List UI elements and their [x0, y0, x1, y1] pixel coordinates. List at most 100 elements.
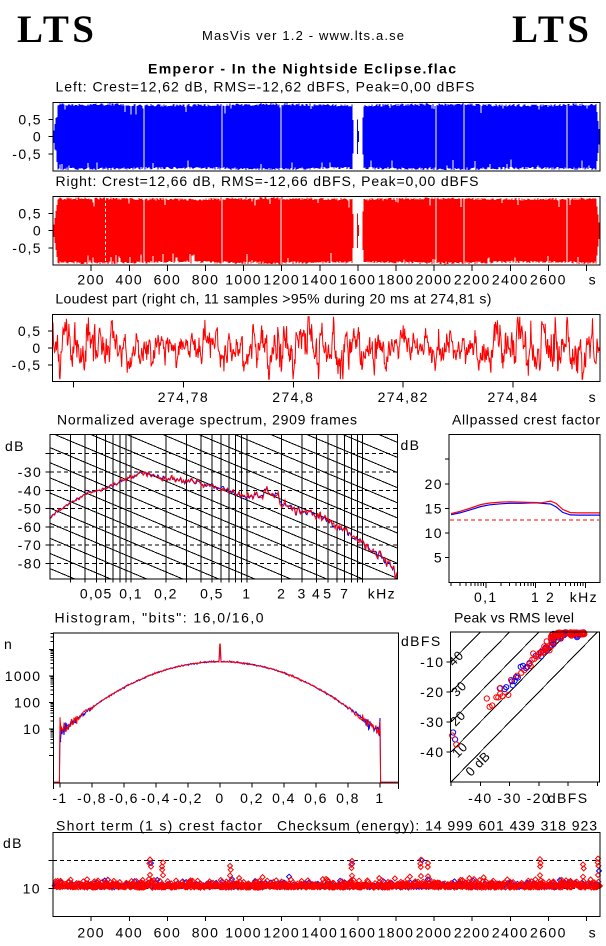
svg-text:0,2: 0,2 — [154, 585, 178, 601]
svg-text:-50: -50 — [18, 501, 42, 517]
svg-text:Peak vs RMS level: Peak vs RMS level — [454, 610, 574, 626]
svg-text:0,5: 0,5 — [200, 585, 224, 601]
svg-text:0: 0 — [33, 129, 42, 145]
svg-text:-0,4: -0,4 — [141, 790, 171, 806]
svg-text:600: 600 — [154, 925, 182, 941]
svg-text:Short term (1 s) crest factor: Short term (1 s) crest factor — [56, 818, 262, 834]
svg-text:-30: -30 — [497, 790, 521, 806]
svg-text:-1: -1 — [52, 790, 67, 806]
svg-text:2000: 2000 — [416, 925, 453, 941]
svg-text:2000: 2000 — [416, 272, 453, 288]
svg-text:10: 10 — [23, 880, 41, 896]
svg-text:dB: dB — [3, 835, 23, 851]
svg-text:2600: 2600 — [530, 925, 567, 941]
svg-text:200: 200 — [77, 925, 105, 941]
svg-text:Emperor - In the Nightside Ecl: Emperor - In the Nightside Eclipse.flac — [148, 61, 456, 77]
svg-text:0: 0 — [32, 340, 41, 356]
svg-text:10: 10 — [425, 525, 443, 541]
svg-text:1200: 1200 — [263, 925, 300, 941]
svg-text:800: 800 — [192, 925, 220, 941]
svg-text:800: 800 — [192, 272, 220, 288]
svg-text:0,4: 0,4 — [272, 790, 296, 806]
svg-text:-40: -40 — [18, 482, 42, 498]
svg-text:Allpassed crest factor: Allpassed crest factor — [452, 412, 600, 428]
svg-text:LTS: LTS — [17, 8, 94, 51]
svg-text:0,8: 0,8 — [336, 790, 360, 806]
svg-text:-0,2: -0,2 — [173, 790, 203, 806]
svg-text:400: 400 — [116, 925, 144, 941]
svg-text:-0,5: -0,5 — [12, 357, 42, 373]
svg-text:15: 15 — [425, 501, 443, 517]
svg-text:0,5: 0,5 — [18, 323, 42, 339]
svg-text:100: 100 — [14, 695, 42, 711]
svg-text:Checksum (energy): 14 999 601: Checksum (energy): 14 999 601 439 318 92… — [277, 818, 597, 834]
svg-text:2400: 2400 — [492, 272, 529, 288]
svg-text:274,78: 274,78 — [158, 389, 209, 405]
svg-text:274,8: 274,8 — [272, 389, 314, 405]
svg-text:-40: -40 — [468, 790, 492, 806]
svg-text:2: 2 — [277, 585, 286, 601]
svg-text:-80: -80 — [18, 556, 42, 572]
svg-text:Right: Crest=12,66 dB, RMS=-12: Right: Crest=12,66 dB, RMS=-12,66 dBFS, … — [56, 173, 479, 189]
svg-text:Left: Crest=12,62 dB, RMS=-12,: Left: Crest=12,62 dB, RMS=-12,62 dBFS, P… — [56, 79, 475, 95]
svg-text:1: 1 — [242, 585, 251, 601]
svg-text:dBFS: dBFS — [548, 790, 589, 806]
svg-text:s: s — [589, 272, 597, 288]
svg-text:1800: 1800 — [378, 925, 415, 941]
svg-text:s: s — [589, 389, 597, 405]
svg-text:0: 0 — [215, 790, 224, 806]
svg-text:5: 5 — [323, 585, 332, 601]
svg-text:-30: -30 — [420, 714, 444, 730]
svg-text:0: 0 — [33, 223, 42, 239]
svg-text:5: 5 — [434, 550, 443, 566]
svg-text:-20: -20 — [420, 684, 444, 700]
svg-text:2600: 2600 — [530, 272, 567, 288]
svg-text:dB: dB — [5, 438, 25, 454]
svg-text:1600: 1600 — [340, 925, 377, 941]
svg-text:3: 3 — [298, 585, 307, 601]
svg-text:20: 20 — [425, 476, 443, 492]
svg-text:10: 10 — [23, 721, 41, 737]
svg-text:400: 400 — [116, 272, 144, 288]
svg-text:1800: 1800 — [378, 272, 415, 288]
svg-text:-0,8: -0,8 — [77, 790, 107, 806]
svg-text:kHz: kHz — [368, 585, 396, 601]
svg-text:2200: 2200 — [454, 272, 491, 288]
svg-text:0,2: 0,2 — [240, 790, 264, 806]
svg-text:1600: 1600 — [340, 272, 377, 288]
svg-text:dB: dB — [401, 437, 421, 453]
svg-text:1200: 1200 — [263, 272, 300, 288]
svg-text:274,82: 274,82 — [378, 389, 429, 405]
svg-text:Histogram, "bits": 16,0/16,0: Histogram, "bits": 16,0/16,0 — [55, 610, 264, 626]
svg-text:Loudest part (right ch, 11 sam: Loudest part (right ch, 11 samples >95% … — [55, 291, 491, 307]
svg-text:s: s — [589, 925, 597, 941]
svg-text:2400: 2400 — [492, 925, 529, 941]
svg-text:0,6: 0,6 — [304, 790, 328, 806]
svg-text:-40: -40 — [420, 744, 444, 760]
svg-text:1400: 1400 — [301, 925, 338, 941]
svg-text:0,1: 0,1 — [474, 589, 498, 605]
svg-text:200: 200 — [77, 272, 105, 288]
svg-text:1: 1 — [375, 790, 384, 806]
svg-text:LTS: LTS — [512, 8, 589, 51]
svg-text:0,5: 0,5 — [18, 206, 42, 222]
svg-text:1000: 1000 — [225, 925, 262, 941]
svg-text:n: n — [4, 636, 13, 652]
svg-text:-0,5: -0,5 — [12, 240, 42, 256]
svg-text:Normalized average spectrum, 2: Normalized average spectrum, 2909 frames — [57, 412, 357, 428]
svg-text:7: 7 — [340, 585, 349, 601]
svg-text:2: 2 — [546, 589, 555, 605]
svg-text:0,1: 0,1 — [119, 585, 143, 601]
svg-text:-20: -20 — [527, 790, 551, 806]
svg-text:0,5: 0,5 — [18, 112, 42, 128]
svg-text:-60: -60 — [18, 519, 42, 535]
svg-text:0,05: 0,05 — [80, 585, 113, 601]
svg-text:600: 600 — [154, 272, 182, 288]
svg-text:-30: -30 — [18, 464, 42, 480]
svg-text:dBFS: dBFS — [401, 633, 442, 649]
svg-text:1000: 1000 — [225, 272, 262, 288]
svg-text:1: 1 — [531, 589, 540, 605]
svg-text:-10: -10 — [420, 654, 444, 670]
svg-text:kHz: kHz — [570, 589, 598, 605]
svg-text:4: 4 — [312, 585, 321, 601]
